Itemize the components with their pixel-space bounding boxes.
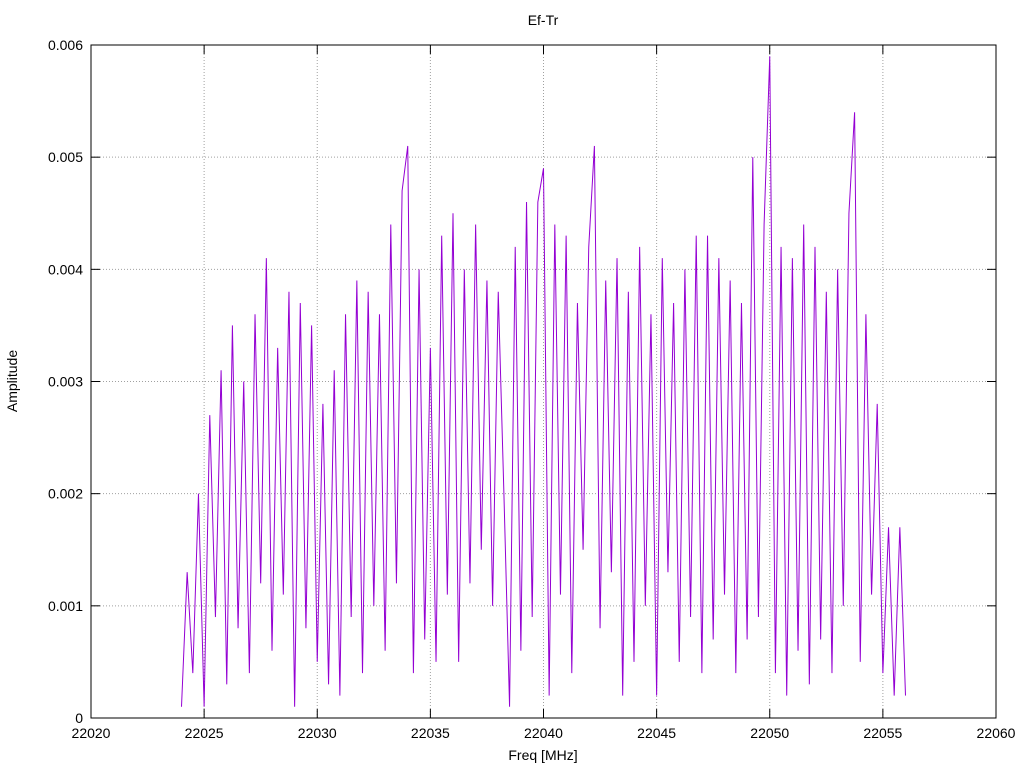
x-tick-label: 22020 [72,725,111,741]
x-tick-label: 22030 [298,725,337,741]
x-tick-label: 22035 [411,725,450,741]
x-tick-label: 22045 [637,725,676,741]
y-tick-label: 0.002 [48,486,83,502]
plot-border [90,44,997,719]
x-tick-label: 22060 [977,725,1016,741]
chart-title: Ef-Tr [528,12,559,28]
x-tick-label: 22025 [185,725,224,741]
y-tick-label: 0.006 [48,37,83,53]
y-tick-label: 0.003 [48,374,83,390]
y-tick-label: 0.004 [48,261,83,277]
x-tick-label: 22050 [750,725,789,741]
y-tick-label: 0.005 [48,149,83,165]
x-axis-label: Freq [MHz] [508,747,577,763]
y-tick-label: 0 [75,710,83,726]
data-line [181,56,906,707]
x-tick-label: 22055 [863,725,902,741]
y-axis-label: Amplitude [4,350,20,412]
y-tick-label: 0.001 [48,598,83,614]
x-tick-label: 22040 [524,725,563,741]
